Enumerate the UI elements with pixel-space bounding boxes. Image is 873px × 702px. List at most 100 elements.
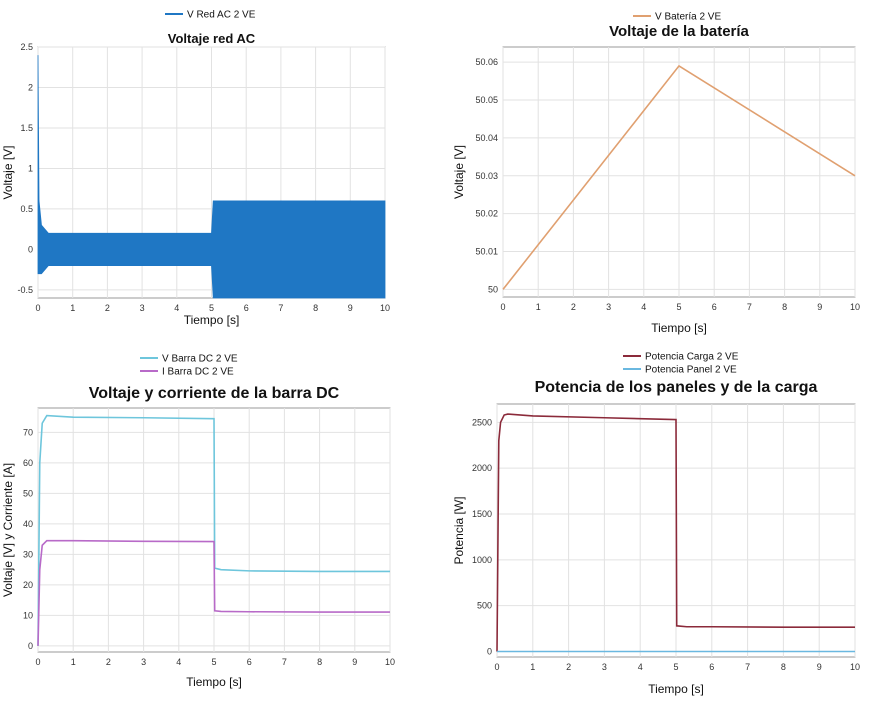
legend-entry: Potencia Panel 2 VE: [645, 365, 737, 376]
y-tick-label: 70: [23, 427, 33, 437]
legend-entry: V Red AC 2 VE: [187, 10, 256, 21]
x-tick-label: 8: [782, 302, 787, 312]
x-tick-label: 0: [500, 302, 505, 312]
x-tick-label: 9: [348, 303, 353, 313]
x-axis-label: Tiempo [s]: [648, 682, 704, 696]
chart-ac-grid-voltage: 0 1 2 3 4 5 6 7 8 9 10 -0.5 0 0.5 1 1.5 2 2.5 Voltaje red …: [0, 0, 400, 335]
y-tick-label: 20: [23, 580, 33, 590]
x-tick-label: 9: [817, 302, 822, 312]
x-tick-label: 4: [638, 662, 643, 672]
x-axis-label: Tiempo [s]: [186, 675, 242, 689]
chart-title: Voltaje red AC: [168, 31, 256, 46]
x-tick-label: 10: [380, 303, 390, 313]
x-tick-label: 3: [606, 302, 611, 312]
y-tick-label: 50.01: [475, 247, 498, 257]
x-tick-label: 9: [817, 662, 822, 672]
x-tick-label: 0: [494, 662, 499, 672]
x-tick-label: 3: [140, 303, 145, 313]
series-line: [37, 414, 390, 646]
y-tick-label: 1500: [472, 509, 492, 519]
chart-battery-voltage: 0 1 2 3 4 5 6 7 8 9 10 50 50.01 50.02 50.03 50.04 50.05 5…: [445, 0, 873, 345]
x-tick-label: 5: [211, 657, 216, 667]
x-tick-label: 5: [676, 302, 681, 312]
x-tick-label: 8: [781, 662, 786, 672]
series-line: [37, 539, 390, 646]
x-tick-label: 1: [70, 303, 75, 313]
y-tick-label: 50: [23, 488, 33, 498]
x-tick-label: 2: [571, 302, 576, 312]
x-tick-label: 5: [209, 303, 214, 313]
x-tick-label: 9: [352, 657, 357, 667]
y-tick-label: 50.03: [475, 171, 498, 181]
legend-entry: I Barra DC 2 VE: [162, 367, 234, 378]
series-line: [502, 64, 856, 290]
x-axis-label: Tiempo [s]: [184, 313, 240, 327]
chart-svg: 0 1 2 3 4 5 6 7 8 9 10 0 10 20 30 40 50 60 70 Voltaje y cor…: [1, 354, 395, 690]
x-tick-label: 1: [71, 657, 76, 667]
y-tick-label: 1: [28, 163, 33, 173]
x-tick-label: 10: [850, 662, 860, 672]
x-tick-label: 0: [35, 657, 40, 667]
y-axis-label: Potencia [W]: [452, 496, 466, 564]
x-tick-label: 6: [709, 662, 714, 672]
x-tick-label: 3: [141, 657, 146, 667]
x-tick-label: 1: [536, 302, 541, 312]
x-tick-label: 0: [35, 303, 40, 313]
chart-title: Potencia de los paneles y de la carga: [535, 379, 818, 396]
x-tick-label: 10: [850, 302, 860, 312]
x-tick-label: 4: [174, 303, 179, 313]
y-tick-label: 0: [28, 244, 33, 254]
y-axis-label: Voltaje [V]: [1, 145, 15, 199]
legend-entry: V Barra DC 2 VE: [162, 354, 238, 365]
x-tick-label: 5: [673, 662, 678, 672]
y-tick-label: 500: [477, 601, 492, 611]
series-line: [496, 413, 855, 652]
legend-entry: V Batería 2 VE: [655, 12, 721, 23]
y-axis-label: Voltaje [V]: [452, 145, 466, 199]
x-tick-label: 4: [641, 302, 646, 312]
x-tick-label: 1: [530, 662, 535, 672]
x-tick-label: 2: [106, 657, 111, 667]
x-tick-label: 7: [278, 303, 283, 313]
y-tick-label: 30: [23, 549, 33, 559]
x-tick-label: 4: [176, 657, 181, 667]
x-tick-label: 6: [244, 303, 249, 313]
x-tick-label: 7: [747, 302, 752, 312]
y-tick-label: 50.05: [475, 95, 498, 105]
y-tick-label: 50.04: [475, 133, 498, 143]
x-tick-label: 7: [282, 657, 287, 667]
chart-svg: 0 1 2 3 4 5 6 7 8 9 10 50 50.01 50.02 50.03 50.04 50.05 5…: [452, 12, 860, 336]
y-tick-label: 40: [23, 519, 33, 529]
chart-dc-bus: 0 1 2 3 4 5 6 7 8 9 10 0 10 20 30 40 50 60 70 Voltaje y cor…: [0, 348, 400, 702]
y-tick-label: 1000: [472, 555, 492, 565]
x-tick-label: 10: [385, 657, 395, 667]
y-tick-label: 0: [487, 647, 492, 657]
y-tick-label: 60: [23, 458, 33, 468]
y-tick-label: 50.02: [475, 209, 498, 219]
y-tick-label: 2500: [472, 417, 492, 427]
y-tick-label: 0: [28, 641, 33, 651]
x-tick-label: 8: [313, 303, 318, 313]
y-tick-label: 2000: [472, 463, 492, 473]
y-tick-label: 10: [23, 610, 33, 620]
y-tick-label: 2: [28, 82, 33, 92]
chart-svg: 0 1 2 3 4 5 6 7 8 9 10 0 500 1000 1500 2000 2500 Potencia…: [452, 352, 860, 697]
y-tick-label: 1.5: [20, 123, 33, 133]
legend-entry: Potencia Carga 2 VE: [645, 352, 739, 363]
series-envelope: [37, 55, 386, 299]
x-tick-label: 3: [602, 662, 607, 672]
x-axis-label: Tiempo [s]: [651, 321, 707, 335]
chart-title: Voltaje y corriente de la barra DC: [89, 385, 340, 402]
x-tick-label: 6: [247, 657, 252, 667]
y-tick-label: 2.5: [20, 42, 33, 52]
x-tick-label: 7: [745, 662, 750, 672]
y-axis-label: Voltaje [V] y Corriente [A]: [1, 463, 15, 597]
chart-title: Voltaje de la batería: [609, 23, 749, 40]
y-tick-label: -0.5: [17, 285, 33, 295]
x-tick-label: 6: [712, 302, 717, 312]
chart-power: 0 1 2 3 4 5 6 7 8 9 10 0 500 1000 1500 2000 2500 Potencia…: [445, 348, 873, 702]
x-tick-label: 8: [317, 657, 322, 667]
y-tick-label: 50.06: [475, 57, 498, 67]
y-tick-label: 0.5: [20, 204, 33, 214]
